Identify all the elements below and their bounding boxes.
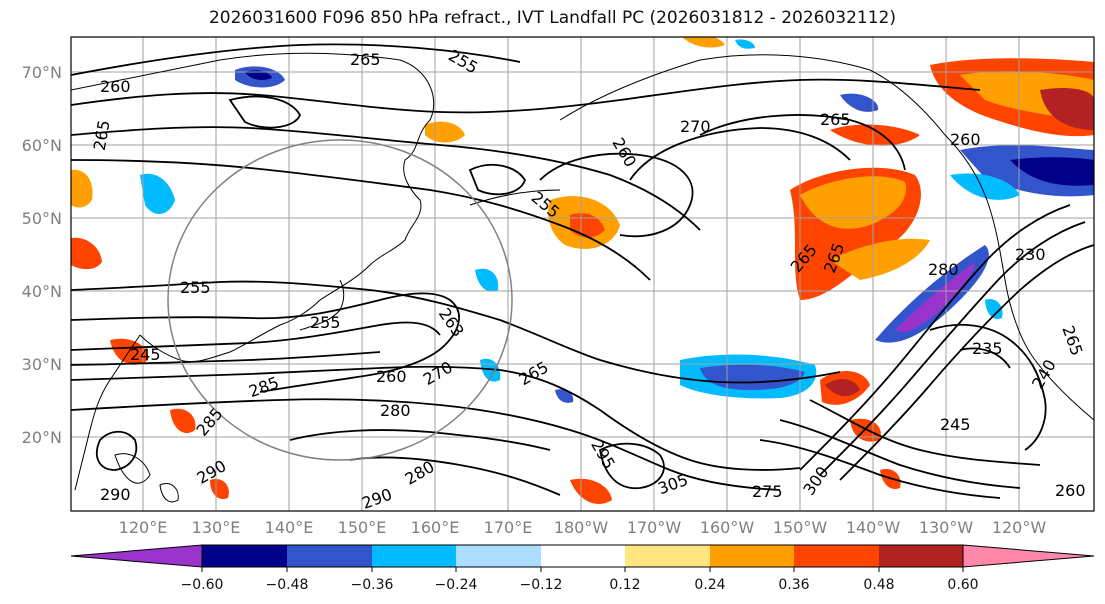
contour-label: 280	[380, 401, 411, 420]
colorbar-tick-label: 0.36	[778, 577, 809, 593]
colorbar-segment	[202, 545, 287, 567]
colorbar-extend-max	[962, 544, 1095, 568]
contour-label: 265	[350, 50, 381, 69]
contour-label: 265	[820, 110, 851, 129]
colorbar-tick-label: −0.48	[266, 577, 309, 593]
lon-label: 170°W	[627, 518, 682, 537]
lon-label: 120°W	[992, 518, 1047, 537]
great-circle	[167, 139, 513, 461]
colorbar-tick-label: 0.24	[694, 577, 725, 593]
refractivity-shading	[71, 37, 1094, 504]
lon-label: 160°E	[411, 518, 460, 537]
colorbar-segment	[794, 545, 879, 567]
lat-label: 20°N	[22, 428, 62, 447]
colorbar-segment	[879, 545, 963, 567]
colorbar-segment	[710, 545, 794, 567]
latitude-labels: 70°N 60°N 50°N 40°N 30°N 20°N	[22, 63, 62, 447]
lat-label: 50°N	[22, 209, 62, 228]
lat-label: 60°N	[22, 136, 62, 155]
colorbar: −0.60 −0.48 −0.36 −0.24 −0.12 0.12 0.24 …	[70, 544, 1095, 593]
colorbar-segment	[541, 545, 625, 567]
contour-label: 270	[680, 117, 711, 136]
lon-label: 160°W	[700, 518, 755, 537]
lat-label: 30°N	[22, 355, 62, 374]
lon-label: 180°W	[554, 518, 609, 537]
colorbar-tick-label: 0.48	[863, 577, 894, 593]
colorbar-tick-label: −0.36	[351, 577, 394, 593]
contour-label: 260	[100, 77, 131, 96]
contour-label: 255	[180, 278, 211, 297]
contour-label: 235	[972, 339, 1003, 358]
contour-label: 245	[940, 415, 971, 434]
colorbar-tick-label: −0.24	[435, 577, 478, 593]
lon-label: 140°E	[265, 518, 314, 537]
lon-label: 150°W	[773, 518, 828, 537]
lat-label: 40°N	[22, 282, 62, 301]
lon-label: 120°E	[119, 518, 168, 537]
colorbar-segment	[456, 545, 541, 567]
contour-label: 280	[928, 260, 959, 279]
lon-label: 140°W	[846, 518, 901, 537]
contour-label: 230	[1015, 245, 1046, 264]
colorbar-segment	[372, 545, 456, 567]
contour-label: 255	[310, 313, 341, 332]
colorbar-segment	[287, 545, 372, 567]
coastlines	[71, 52, 1094, 503]
longitude-labels: 120°E 130°E 140°E 150°E 160°E 170°E 180°…	[119, 518, 1047, 537]
refractivity-contours	[71, 43, 1094, 499]
colorbar-tick-label: 0.60	[947, 577, 978, 593]
map-frame	[70, 36, 1095, 512]
map-plot-area: 260 265 255 265 270 265 260 255 265 255 …	[71, 37, 1094, 511]
contour-label: 260	[1055, 481, 1086, 500]
contour-label: 245	[130, 345, 161, 364]
lon-label: 130°E	[192, 518, 241, 537]
colorbar-tick-label: −0.12	[520, 577, 563, 593]
lon-label: 130°W	[919, 518, 974, 537]
map-title: 2026031600 F096 850 hPa refract., IVT La…	[208, 8, 896, 28]
contour-label: 275	[752, 482, 783, 501]
lon-label: 170°E	[484, 518, 533, 537]
lon-label: 150°E	[338, 518, 387, 537]
colorbar-extend-min	[70, 544, 203, 568]
colorbar-segment	[625, 545, 710, 567]
colorbar-tick-label: 0.12	[609, 577, 640, 593]
contour-label: 260	[950, 130, 981, 149]
lat-label: 70°N	[22, 63, 62, 82]
contour-label: 260	[376, 367, 407, 386]
contour-label: 290	[100, 485, 131, 504]
colorbar-tick-label: −0.60	[181, 577, 224, 593]
